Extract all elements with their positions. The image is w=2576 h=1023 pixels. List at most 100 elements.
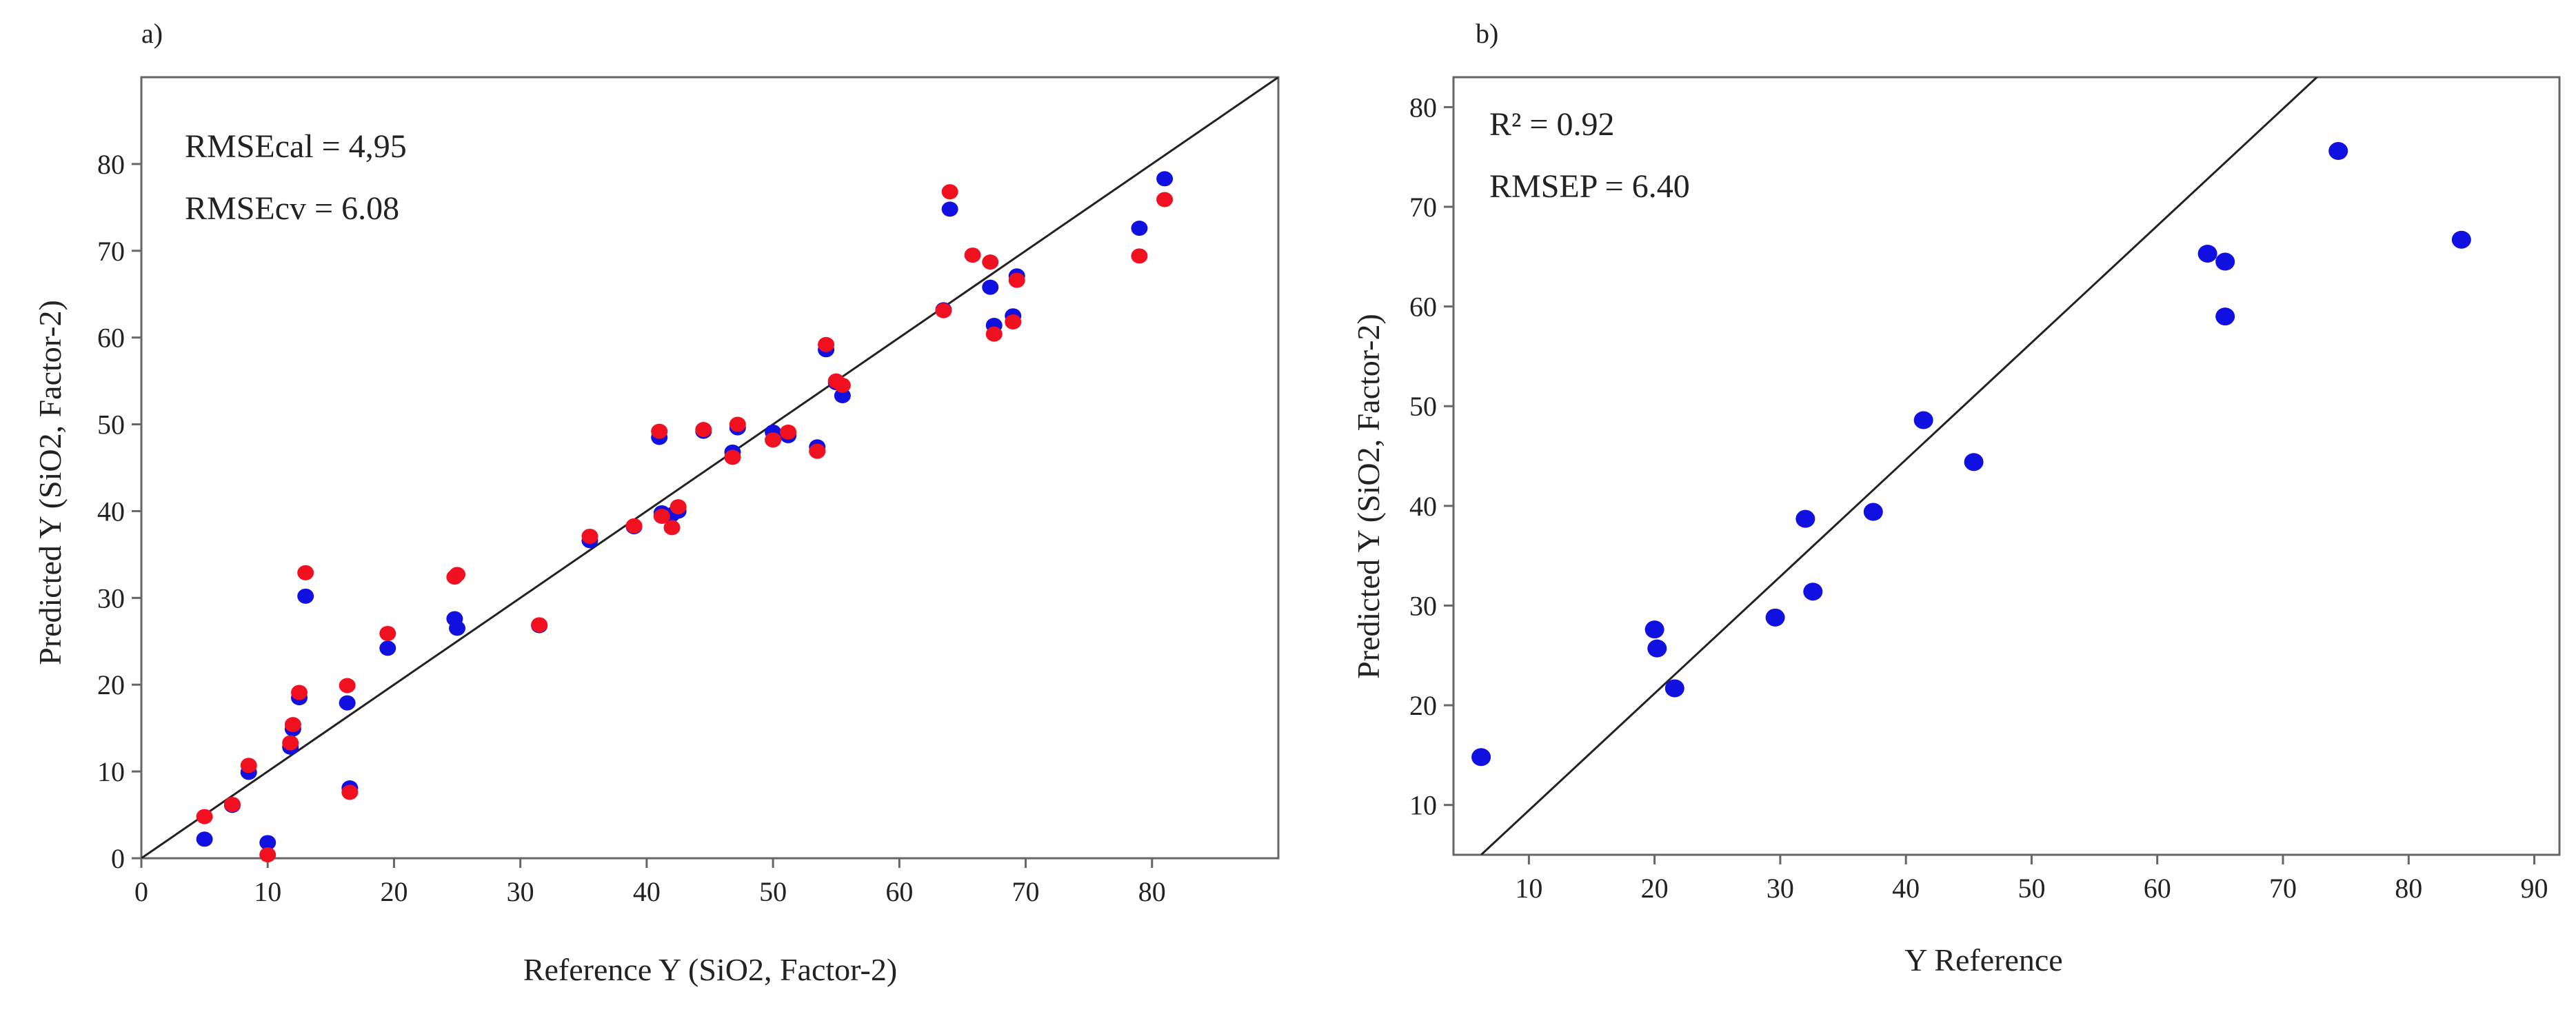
panel-b-annotation-r2: R² = 0.92 — [1489, 106, 1614, 143]
panel-a-y-axis-label: Predicted Y (SiO2, Factor-2) — [32, 300, 68, 665]
panel-a-x-axis-label: Reference Y (SiO2, Factor-2) — [523, 952, 897, 987]
panel-a-point-validation — [341, 784, 359, 800]
panel-b-x-tick-label: 20 — [1641, 873, 1669, 904]
panel-b-plot-frame — [1452, 76, 2561, 856]
panel-a-point-validation — [729, 416, 746, 432]
panel-b-annotation-rmsep: RMSEP = 6.40 — [1489, 168, 1690, 205]
panel-a-point-validation — [1131, 248, 1148, 264]
panel-b-point-prediction — [1647, 639, 1667, 658]
panel-b-y-tick-label: 50 — [1409, 391, 1437, 422]
panel-a-point-validation — [259, 847, 276, 862]
panel-a-y-tick-label: 50 — [97, 409, 125, 440]
panel-b-x-tick-label: 30 — [1767, 873, 1794, 904]
panel-a-point-calibration — [941, 201, 958, 217]
panel-b-x-tick-label: 10 — [1515, 873, 1542, 904]
panel-a-point-validation — [240, 758, 257, 773]
panel-a-point-validation — [291, 685, 308, 700]
panel-b-point-prediction — [2215, 252, 2235, 271]
panel-a-annotation-rmsecal: RMSEcal = 4,95 — [185, 128, 407, 165]
panel-b-scatter: b) 10 20 30 40 50 60 70 80 90 10 20 30 40 50 60 70 80 Y … — [1351, 18, 2561, 978]
panel-b-y-axis-label: Predicted Y (SiO2, Factor-2) — [1351, 314, 1386, 679]
panel-b-reference-line — [1480, 77, 2319, 855]
panel-a-scatter: a) 0 10 20 30 40 50 60 70 80 0 10 20 30 40 50 60 70 80 Re… — [32, 18, 1280, 987]
panel-a-point-validation — [985, 326, 1003, 342]
panel-a-point-calibration — [196, 831, 213, 847]
panel-a-x-tick-label: 0 — [134, 876, 148, 907]
panel-a-point-validation — [941, 184, 958, 200]
panel-a-y-tick-label: 60 — [97, 323, 125, 354]
panel-a-point-calibration — [982, 279, 999, 295]
panel-a-y-tick-label: 40 — [97, 496, 125, 527]
panel-a-annotation-rmsecv: RMSEcv = 6.08 — [185, 190, 399, 227]
panel-a-point-validation — [809, 443, 826, 459]
panel-a-point-validation — [724, 449, 741, 465]
panel-a-point-validation — [765, 432, 782, 448]
panel-a-x-tick-label: 70 — [1012, 876, 1040, 907]
panel-a-point-calibration — [1156, 171, 1174, 187]
panel-a-x-tick-label: 10 — [254, 876, 281, 907]
panel-a-point-validation — [223, 796, 241, 812]
panel-a-y-tick-label: 70 — [97, 236, 125, 267]
panel-b-point-prediction — [1795, 509, 1815, 528]
panel-a-reference-line — [141, 77, 1278, 858]
panel-a-point-validation — [284, 717, 301, 733]
panel-b-y-tick-label: 30 — [1409, 590, 1437, 621]
panel-a-x-tick-label: 40 — [633, 876, 661, 907]
panel-a-y-tick-label: 20 — [97, 669, 125, 700]
panel-b-point-prediction — [2197, 244, 2217, 263]
panel-b-x-tick-label: 90 — [2521, 873, 2548, 904]
panel-a-x-tick-label: 60 — [885, 876, 913, 907]
panel-b-point-prediction — [1644, 620, 1664, 639]
panel-a-point-validation — [1156, 192, 1174, 207]
panel-b-y-tick-label: 10 — [1409, 790, 1437, 821]
panel-b-y-tick-label: 70 — [1409, 192, 1437, 223]
panel-a-point-validation — [780, 424, 797, 440]
panel-b-point-prediction — [2451, 230, 2471, 249]
panel-a-point-validation — [297, 565, 314, 580]
panel-a-point-validation — [196, 809, 213, 824]
panel-a-x-tick-label: 20 — [380, 876, 407, 907]
panel-a-point-validation — [964, 247, 981, 263]
panel-b-point-prediction — [2328, 142, 2348, 161]
panel-b-point-prediction — [1664, 679, 1684, 698]
panel-a-point-calibration — [449, 620, 466, 636]
panel-b-point-prediction — [1863, 503, 1883, 521]
panel-a-point-validation — [531, 617, 548, 633]
panel-a-label: a) — [141, 18, 163, 49]
panel-a-point-calibration — [1131, 221, 1148, 236]
panel-a-point-calibration — [339, 695, 356, 711]
panel-b-x-tick-label: 60 — [2144, 873, 2171, 904]
panel-b-y-tick-label: 20 — [1409, 690, 1437, 721]
panel-a-y-tick-label: 30 — [97, 583, 125, 614]
panel-a-point-validation — [379, 625, 396, 641]
panel-a-point-validation — [651, 423, 668, 439]
panel-a-point-validation — [625, 518, 643, 534]
panel-a-point-validation — [1005, 314, 1022, 330]
panel-b-point-prediction — [1471, 748, 1491, 767]
panel-b-x-tick-label: 70 — [2269, 873, 2297, 904]
panel-a-point-validation — [695, 422, 712, 438]
panel-a-point-validation — [339, 678, 356, 693]
panel-b-point-prediction — [1803, 583, 1823, 601]
panel-b-point-prediction — [2215, 307, 2235, 326]
panel-b-x-tick-label: 40 — [1892, 873, 1920, 904]
panel-a-point-calibration — [297, 588, 314, 604]
panel-a-y-tick-label: 80 — [97, 149, 125, 180]
panel-a-x-tick-label: 30 — [507, 876, 534, 907]
panel-b-y-tick-label: 80 — [1409, 92, 1437, 123]
panel-a-point-validation — [670, 499, 687, 515]
panel-a-point-validation — [581, 528, 598, 544]
panel-a-point-validation — [935, 303, 952, 318]
panel-b-x-tick-label: 80 — [2395, 873, 2422, 904]
panel-a-point-validation — [818, 336, 835, 352]
panel-b-point-prediction — [1765, 608, 1785, 627]
panel-a-y-tick-label: 0 — [111, 843, 125, 874]
panel-b-y-tick-label: 40 — [1409, 491, 1437, 522]
panel-a-point-validation — [982, 254, 999, 270]
panel-b-point-prediction — [1913, 411, 1933, 429]
panel-b-label: b) — [1476, 18, 1498, 49]
panel-a-point-calibration — [834, 388, 851, 404]
panel-a-x-tick-label: 80 — [1138, 876, 1166, 907]
panel-a-point-validation — [663, 520, 681, 536]
panel-a-point-validation — [834, 377, 851, 393]
